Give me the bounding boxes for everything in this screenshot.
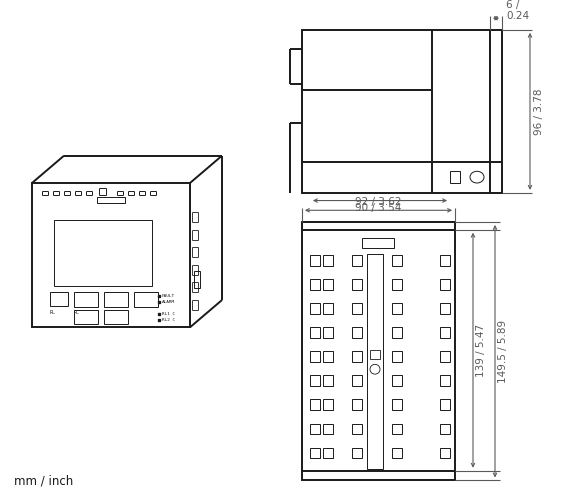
Bar [440,328,450,338]
Bar [310,375,320,386]
Bar [323,255,333,266]
Bar [74,310,98,325]
Bar [440,448,450,458]
Bar [302,222,455,481]
Bar [310,400,320,410]
Bar [352,303,362,314]
Bar [323,303,333,314]
Bar [302,30,502,193]
Bar [370,350,380,358]
Text: RL1 C: RL1 C [162,312,175,316]
Bar [440,279,450,290]
Bar [392,279,402,290]
Bar [352,423,362,434]
Text: ALARM: ALARM [162,300,175,304]
Bar [104,292,128,307]
Bar [194,271,200,288]
Bar [352,279,362,290]
Bar [367,254,383,469]
Text: 90 / 3.54: 90 / 3.54 [356,203,401,214]
Bar [74,292,98,307]
Bar [50,292,68,306]
Bar [134,292,158,307]
Bar [310,448,320,458]
Bar [352,375,362,386]
Bar [104,310,128,325]
Text: 92 / 3.62: 92 / 3.62 [356,197,402,207]
Bar [310,255,320,266]
Bar [392,351,402,362]
Bar [440,423,450,434]
Bar [392,303,402,314]
Text: mm / inch: mm / inch [14,474,73,487]
Text: 96 / 3.78: 96 / 3.78 [534,88,544,135]
Bar [440,303,450,314]
Bar [352,328,362,338]
Bar [392,328,402,338]
Bar [323,375,333,386]
Bar [352,255,362,266]
Bar [310,303,320,314]
Bar [54,220,152,286]
Bar [352,351,362,362]
Bar [352,400,362,410]
Bar [323,328,333,338]
Bar [362,238,394,248]
Bar [323,448,333,458]
Bar [97,197,125,203]
Text: 139 / 5.47: 139 / 5.47 [476,324,486,377]
Text: RL: RL [50,310,56,315]
Bar [440,400,450,410]
Bar [310,423,320,434]
Bar [450,171,460,183]
Bar [323,351,333,362]
Text: RL: RL [74,310,80,315]
Bar [323,279,333,290]
Bar [392,423,402,434]
Bar [440,255,450,266]
Bar [440,351,450,362]
Bar [310,351,320,362]
Bar [440,375,450,386]
Text: 149.5 / 5.89: 149.5 / 5.89 [498,320,508,383]
Text: RL2 C: RL2 C [162,318,175,322]
Bar [310,328,320,338]
Text: FAULT: FAULT [162,294,175,298]
Bar [392,448,402,458]
Text: 6 /
0.24: 6 / 0.24 [506,0,529,21]
Bar [392,375,402,386]
Bar [352,448,362,458]
Bar [392,255,402,266]
Bar [32,183,190,328]
Bar [310,279,320,290]
Bar [323,400,333,410]
Bar [392,400,402,410]
Bar [323,423,333,434]
